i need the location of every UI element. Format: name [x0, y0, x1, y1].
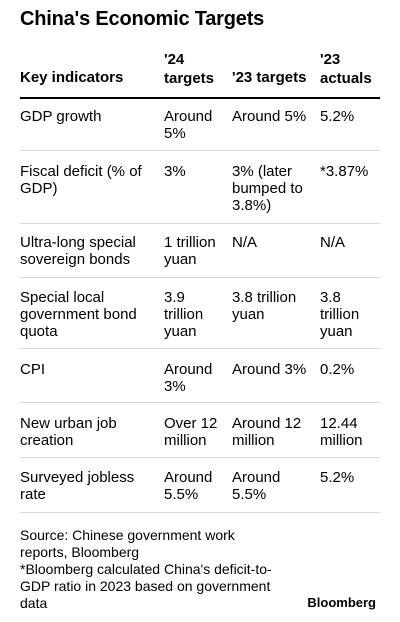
row-jobless-indicator: Surveyed jobless rate: [20, 469, 135, 503]
header-23-targets: '23 targets: [232, 69, 307, 86]
row-cpi-24-target: Around 3%: [164, 361, 213, 395]
row-gdp-23-actual: 5.2%: [320, 108, 355, 125]
row-cpi-23-actual: 0.2%: [320, 361, 355, 378]
row-cpi-23-target: Around 3%: [232, 361, 307, 378]
row-local-bond-23-target: 3.8 trillion yuan: [232, 289, 297, 323]
source-note: Source: Chinese government work reports,…: [20, 527, 235, 560]
row-bonds-24-target: 1 trillion yuan: [164, 234, 216, 268]
row-jobless-23-target: Around 5.5%: [232, 469, 281, 503]
row-bonds-23-target: N/A: [232, 234, 258, 251]
row-local-bond-23-actual: 3.8 trillion yuan: [320, 289, 360, 340]
row-separator: [20, 402, 380, 403]
row-separator: [20, 512, 380, 513]
row-jobless-23-actual: 5.2%: [320, 469, 355, 486]
page-title: China's Economic Targets: [20, 8, 265, 30]
row-local-bond-24-target: 3.9 trillion yuan: [164, 289, 204, 340]
row-separator: [20, 457, 380, 458]
footer-notes: Source: Chinese government work reports,…: [20, 527, 280, 612]
row-jobs-23-target: Around 12 million: [232, 415, 302, 449]
row-gdp-24-target: Around 5%: [164, 108, 213, 142]
row-fiscal-24-target: 3%: [164, 163, 186, 180]
row-jobless-24-target: Around 5.5%: [164, 469, 213, 503]
header-rule: [20, 97, 380, 99]
header-24-targets: '24 targets: [164, 51, 215, 87]
row-separator: [20, 150, 380, 151]
header-key-indicators: Key indicators: [20, 69, 124, 86]
row-bonds-indicator: Ultra-long special sovereign bonds: [20, 234, 136, 268]
row-separator: [20, 277, 380, 278]
bloomberg-logo: Bloomberg: [307, 595, 376, 610]
row-local-bond-indicator: Special local government bond quota: [20, 289, 137, 340]
row-gdp-23-target: Around 5%: [232, 108, 307, 125]
deficit-footnote: *Bloomberg calculated China's deficit-to…: [20, 561, 272, 611]
row-fiscal-indicator: Fiscal deficit (% of GDP): [20, 163, 142, 197]
row-separator: [20, 223, 380, 224]
row-jobs-23-actual: 12.44 million: [320, 415, 363, 449]
row-jobs-24-target: Over 12 million: [164, 415, 218, 449]
row-fiscal-23-target: 3% (later bumped to 3.8%): [232, 163, 303, 214]
row-fiscal-23-actual: *3.87%: [320, 163, 369, 180]
row-separator: [20, 348, 380, 349]
row-bonds-23-actual: N/A: [320, 234, 346, 251]
header-23-actuals: '23 actuals: [320, 51, 372, 87]
row-gdp-indicator: GDP growth: [20, 108, 102, 125]
row-cpi-indicator: CPI: [20, 361, 46, 378]
row-jobs-indicator: New urban job creation: [20, 415, 117, 449]
